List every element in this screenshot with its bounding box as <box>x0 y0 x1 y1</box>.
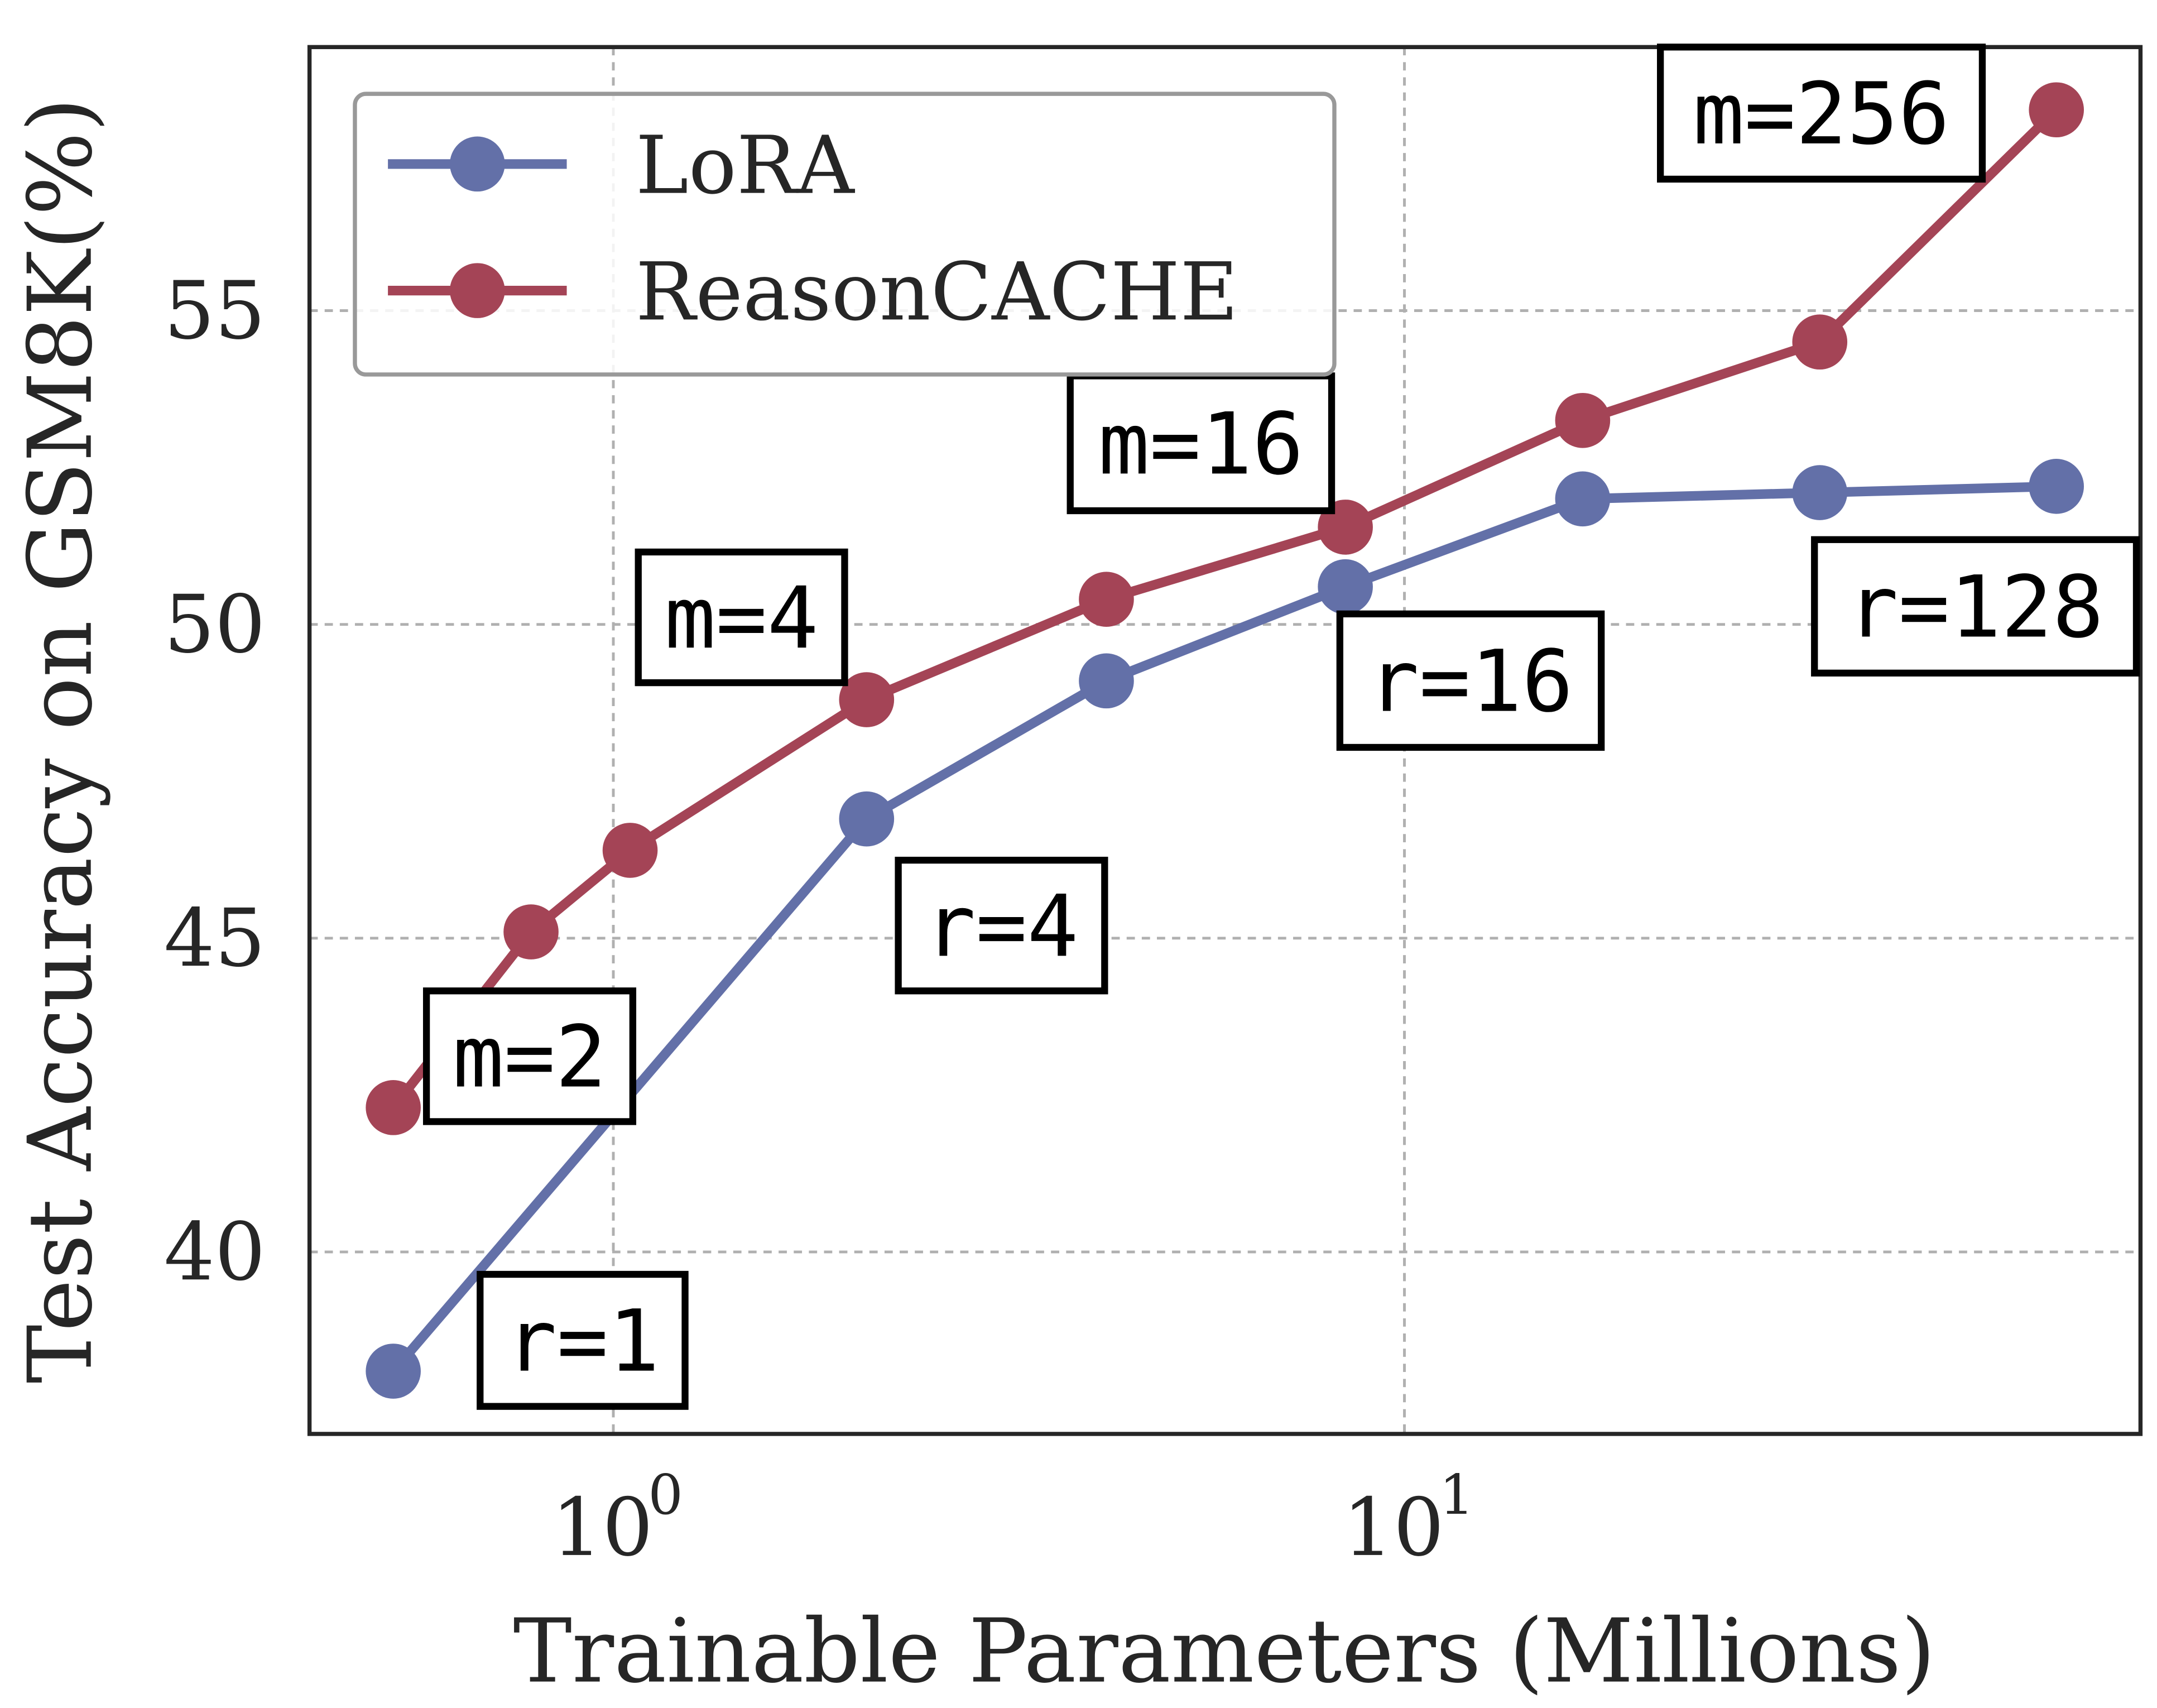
y-tick-label: 50 <box>164 578 266 671</box>
annotations: m=256 m=16 m=4 m=2 r=1 r=4 r=16 r=128 <box>422 44 2140 1410</box>
data-point-reasoncache <box>1792 314 1848 370</box>
y-axis-label: Test Accuracy on GSM8K(%) <box>10 98 112 1384</box>
annotation-box <box>422 987 637 1125</box>
annotation-label: m=16 <box>1098 395 1304 494</box>
annotation-label: r=4 <box>924 877 1078 976</box>
x-tick-exponent: 0 <box>648 1463 683 1527</box>
legend: LoRA ReasonCACHE <box>353 92 1337 377</box>
annotation-label: r=16 <box>1368 632 1573 732</box>
data-point-lora <box>1792 465 1848 520</box>
annotation-box <box>477 1270 689 1410</box>
data-point-lora <box>1555 471 1611 527</box>
annotation-label: m=256 <box>1693 65 1950 164</box>
x-tick-label: 10 <box>1343 1481 1444 1574</box>
annotation-label: r=1 <box>506 1292 660 1392</box>
legend-label-lora: LoRA <box>636 119 856 212</box>
legend-marker-reasoncache <box>450 263 505 318</box>
legend-label-reasoncache: ReasonCACHE <box>636 245 1238 338</box>
x-tick-label: 10 <box>551 1481 653 1574</box>
data-point-lora <box>839 791 895 847</box>
data-point-reasoncache <box>1555 392 1611 448</box>
data-point-reasoncache <box>1079 572 1134 627</box>
annotation-label: m=2 <box>453 1008 607 1107</box>
data-point-reasoncache <box>503 904 559 959</box>
data-point-reasoncache <box>2029 82 2084 138</box>
x-axis-label: Trainable Parameters (Millions) <box>513 1601 1935 1703</box>
annotation-box <box>1336 610 1605 751</box>
annotation-box <box>1811 536 2140 677</box>
annotation-label: r=128 <box>1847 558 2104 658</box>
legend-frame <box>353 92 1337 377</box>
data-point-lora <box>2029 459 2084 514</box>
plot-frame <box>307 45 2143 1436</box>
y-tick-label: 40 <box>164 1205 266 1298</box>
legend-marker-lora <box>450 136 505 192</box>
data-point-reasoncache <box>366 1080 421 1135</box>
data-point-lora <box>1318 559 1373 615</box>
annotation-box <box>895 856 1108 995</box>
x-tick-exponent: 1 <box>1439 1463 1474 1527</box>
data-point-reasoncache <box>839 672 895 727</box>
data-point-lora <box>1079 653 1134 709</box>
series-lines <box>366 82 2084 1399</box>
y-tick-label: 45 <box>164 891 266 985</box>
data-point-reasoncache <box>602 823 658 878</box>
annotation-box <box>1657 44 1986 183</box>
annotation-label: m=4 <box>665 569 819 668</box>
data-point-lora <box>366 1344 421 1399</box>
annotation-box <box>635 548 848 687</box>
annotation-box <box>1067 372 1335 515</box>
y-tick-label: 55 <box>164 264 266 357</box>
